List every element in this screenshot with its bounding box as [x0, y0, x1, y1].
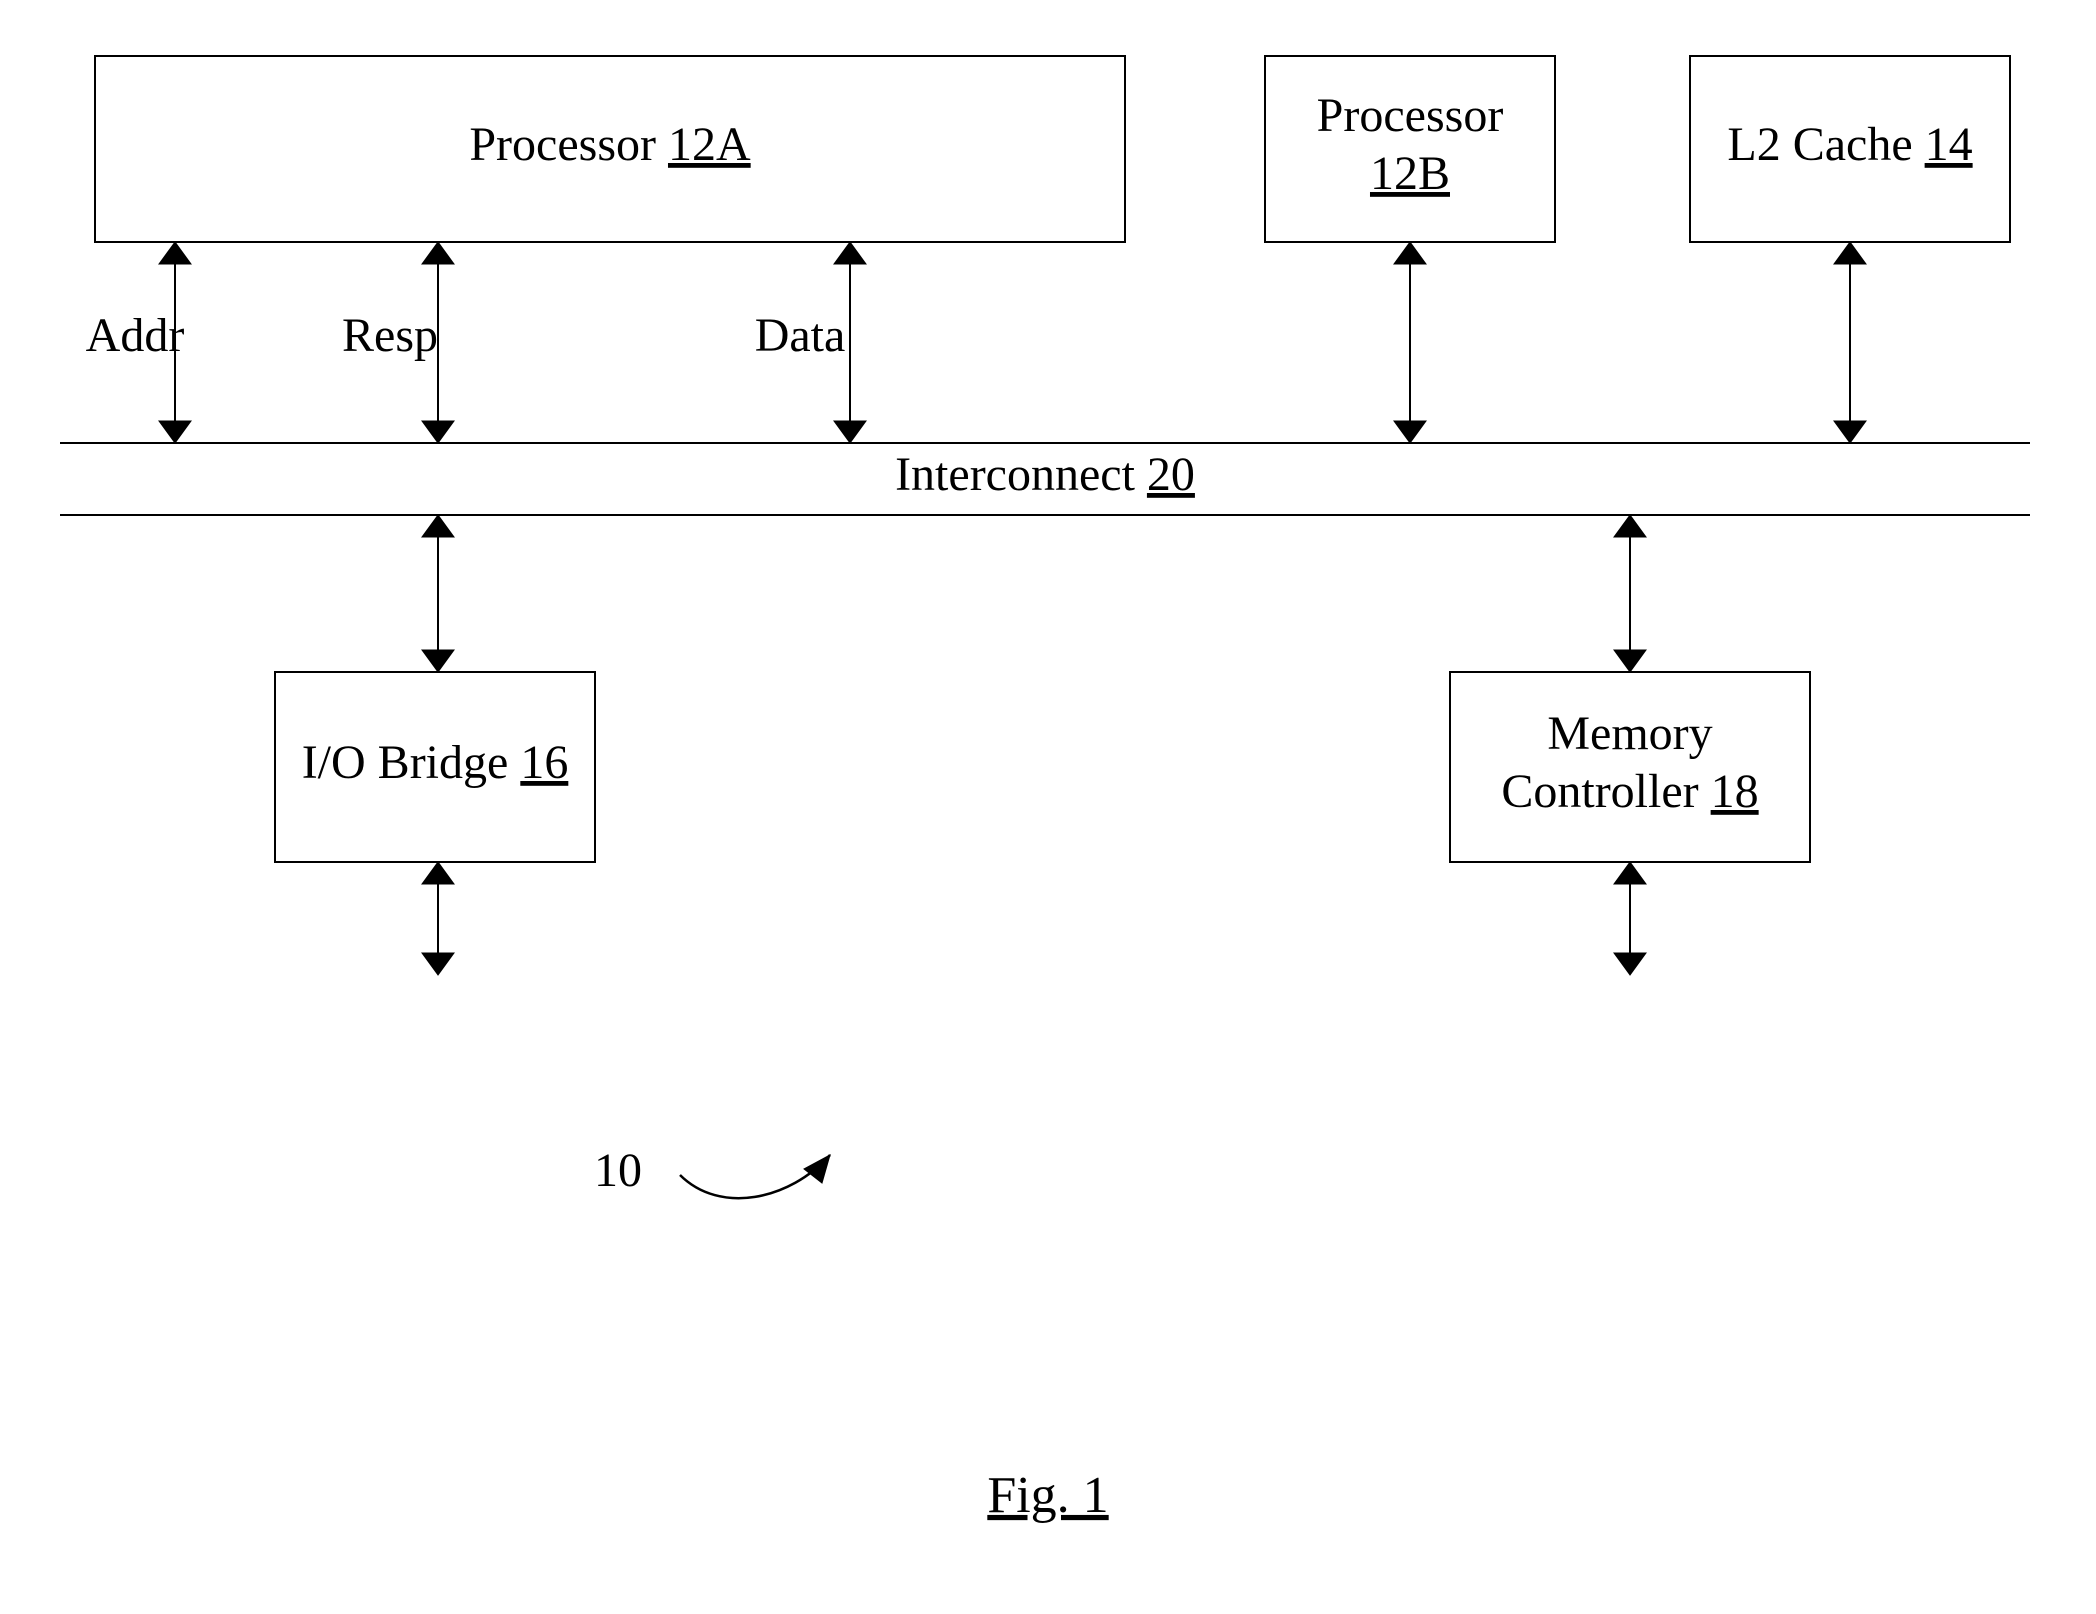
arrow-label-resp: Resp — [342, 309, 438, 362]
figure-ref-leader — [680, 1155, 830, 1198]
l2-cache-label: L2 Cache 14 — [1727, 118, 1972, 171]
memory-controller-label-2: Controller 18 — [1501, 765, 1758, 818]
processor-b-label: Processor — [1317, 89, 1504, 142]
interconnect-label: Interconnect 20 — [895, 448, 1195, 501]
arrow-label-addr: Addr — [86, 309, 185, 362]
figure-ref-number: 10 — [594, 1144, 642, 1197]
processor-a-label: Processor 12A — [469, 118, 751, 171]
io-bridge-label: I/O Bridge 16 — [302, 736, 569, 789]
memory-controller-label-1: Memory — [1547, 707, 1712, 760]
arrow-label-data: Data — [755, 309, 846, 362]
figure-caption: Fig. 1 — [987, 1467, 1108, 1524]
processor-b-ref: 12B — [1370, 147, 1450, 200]
